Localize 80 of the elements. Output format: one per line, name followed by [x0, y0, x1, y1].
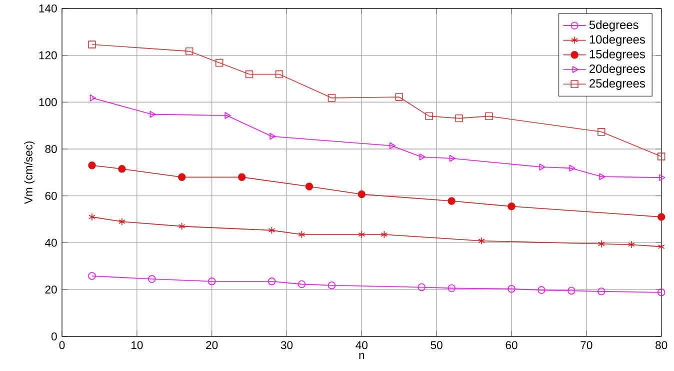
x-tick-label: 20 — [206, 341, 218, 350]
y-tick-label: 140 — [39, 4, 57, 12]
point — [148, 275, 156, 283]
legend-label: 5degrees — [589, 20, 638, 32]
point — [298, 280, 306, 288]
y-tick-label: 80 — [45, 144, 57, 153]
y-axis-title: Vm (cm/sec) — [24, 141, 35, 204]
point — [90, 94, 96, 102]
point — [598, 128, 606, 136]
point — [599, 173, 606, 180]
x-tick-label: 50 — [430, 341, 442, 350]
point — [659, 174, 666, 181]
point — [569, 164, 576, 172]
x-tick-label: 0 — [59, 341, 65, 350]
point — [298, 230, 306, 238]
point — [268, 226, 276, 234]
point — [628, 240, 635, 248]
point — [270, 132, 276, 140]
x-axis-title: n — [359, 352, 364, 359]
point — [658, 242, 665, 251]
x-tick-label: 70 — [580, 341, 592, 350]
point — [485, 112, 493, 120]
point — [395, 93, 403, 101]
point — [478, 236, 485, 245]
point — [390, 142, 396, 150]
point — [88, 213, 96, 221]
point — [657, 288, 666, 296]
point — [88, 161, 96, 170]
point — [425, 112, 433, 120]
x-tick-label: 60 — [506, 341, 518, 350]
point — [598, 240, 605, 248]
y-tick-label: 20 — [45, 286, 57, 294]
point — [215, 58, 224, 67]
point — [455, 114, 463, 122]
point — [328, 94, 336, 102]
point — [538, 286, 546, 294]
point — [88, 272, 96, 280]
point — [275, 70, 284, 78]
point — [88, 40, 96, 48]
point — [238, 173, 246, 181]
legend-label: 10degrees — [590, 34, 645, 46]
point — [328, 281, 336, 290]
point — [598, 288, 606, 296]
point — [657, 152, 666, 160]
legend-label: 25degrees — [590, 78, 645, 90]
point — [178, 173, 186, 181]
y-tick-label: 0 — [51, 332, 57, 340]
point — [208, 277, 216, 286]
point — [508, 284, 516, 293]
point — [118, 218, 126, 226]
point — [178, 222, 186, 230]
point — [118, 165, 126, 173]
point — [418, 283, 426, 292]
x-tick-label: 40 — [356, 341, 368, 350]
point — [539, 164, 546, 170]
x-tick-label: 10 — [131, 341, 143, 350]
point — [268, 277, 276, 286]
y-tick-label: 60 — [45, 192, 57, 200]
point — [150, 110, 156, 118]
x-tick-label: 80 — [656, 341, 668, 350]
x-tick-label: 30 — [280, 341, 293, 350]
point — [245, 70, 254, 78]
point — [449, 154, 456, 162]
point — [358, 190, 366, 198]
point — [657, 213, 666, 221]
point — [380, 230, 388, 238]
y-tick-label: 120 — [39, 51, 57, 60]
point — [224, 112, 231, 119]
legend-label: 15degrees — [590, 49, 645, 61]
point — [358, 230, 366, 238]
point — [448, 284, 456, 292]
y-tick-label: 40 — [45, 238, 57, 247]
point — [419, 154, 426, 160]
point — [508, 202, 516, 210]
legend-label: 20degrees — [590, 64, 645, 76]
point — [186, 47, 194, 56]
y-tick-label: 100 — [39, 98, 57, 106]
point — [305, 182, 314, 190]
point — [568, 286, 576, 295]
point — [448, 197, 456, 205]
